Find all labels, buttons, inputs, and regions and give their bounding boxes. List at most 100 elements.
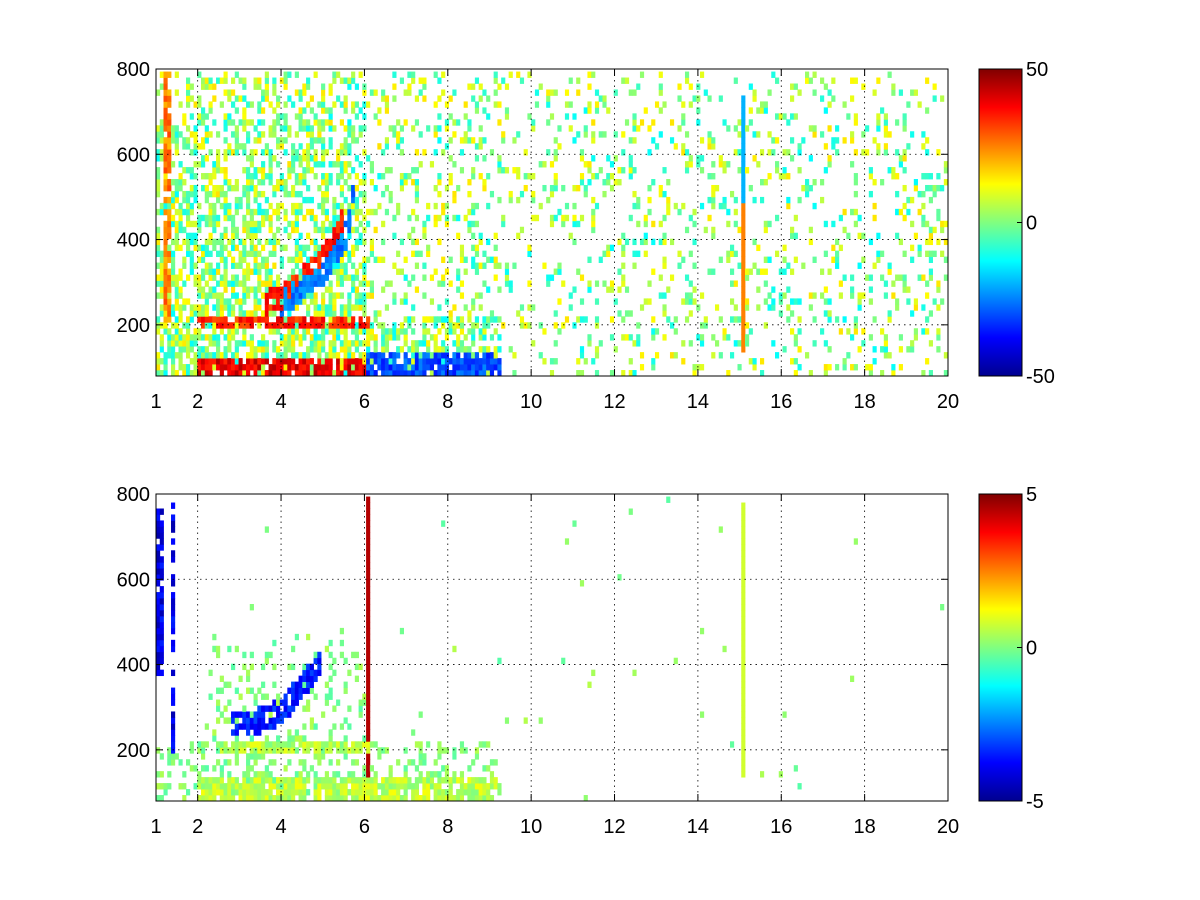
heatmap-cell xyxy=(366,771,371,778)
heatmap-cell xyxy=(463,334,468,341)
heatmap-cell xyxy=(467,346,472,353)
heatmap-cell xyxy=(354,364,359,371)
heatmap-cell xyxy=(204,244,209,252)
heatmap-cell xyxy=(291,292,296,299)
heatmap-cell xyxy=(223,125,228,132)
heatmap-cell xyxy=(264,352,269,359)
heatmap-cell xyxy=(688,83,693,90)
heatmap-cell xyxy=(272,298,277,305)
heatmap-cell xyxy=(328,250,333,258)
heatmap-cell xyxy=(707,196,712,204)
heatmap-cell xyxy=(823,107,828,114)
heatmap-cell xyxy=(204,789,209,796)
heatmap-cell xyxy=(257,723,262,730)
heatmap-cell xyxy=(898,274,903,281)
heatmap-cell xyxy=(467,179,472,186)
heatmap-cell xyxy=(741,574,746,581)
heatmap-cell xyxy=(287,346,292,353)
heatmap-cell xyxy=(171,598,176,605)
heatmap-cell xyxy=(298,687,303,694)
heatmap-cell xyxy=(928,196,933,204)
heatmap-cell xyxy=(321,137,326,144)
heatmap-cell xyxy=(178,759,183,766)
heatmap-cell xyxy=(707,214,712,222)
heatmap-cell xyxy=(917,244,922,252)
heatmap-cell xyxy=(159,137,164,144)
heatmap-cell xyxy=(857,298,862,305)
heatmap-cell xyxy=(647,184,652,192)
heatmap-cell xyxy=(902,125,907,132)
heatmap-cell xyxy=(204,173,209,180)
heatmap-cell xyxy=(163,125,168,132)
heatmap-cell xyxy=(204,346,209,353)
heatmap-cell xyxy=(261,358,266,365)
heatmap-cell xyxy=(264,651,269,659)
heatmap-cell xyxy=(261,723,266,730)
heatmap-cell xyxy=(384,208,389,216)
heatmap-cell xyxy=(591,71,596,78)
heatmap-cell xyxy=(242,149,247,156)
heatmap-cell xyxy=(583,125,588,132)
x-tick-label: 16 xyxy=(770,391,792,413)
heatmap-cell xyxy=(741,693,746,700)
heatmap-cell xyxy=(358,131,363,138)
heatmap-cell xyxy=(602,131,607,138)
heatmap-cell xyxy=(741,190,746,198)
bottom-heatmap-x-ticks: 1 2 4 6 8 10 12 14 16 18 20 xyxy=(150,494,959,838)
heatmap-cell xyxy=(231,352,236,359)
heatmap-cell xyxy=(309,196,314,204)
heatmap-cell xyxy=(324,179,329,186)
heatmap-cell xyxy=(444,125,450,132)
heatmap-cell xyxy=(324,693,329,700)
heatmap-cell xyxy=(441,149,446,156)
heatmap-cell xyxy=(396,119,401,126)
heatmap-cell xyxy=(827,364,832,371)
heatmap-cell xyxy=(392,789,397,796)
heatmap-cell xyxy=(482,89,487,96)
heatmap-cell xyxy=(317,669,322,677)
heatmap-cell xyxy=(358,280,363,287)
heatmap-cell xyxy=(456,322,461,329)
heatmap-cell xyxy=(471,137,476,144)
heatmap-cell xyxy=(328,173,333,180)
heatmap-cell xyxy=(835,137,840,144)
heatmap-cell xyxy=(182,167,187,174)
heatmap-cell xyxy=(343,268,348,275)
heatmap-cell xyxy=(426,340,431,347)
heatmap-cell xyxy=(523,322,528,329)
heatmap-cell xyxy=(197,370,202,377)
x-tick-label: 6 xyxy=(359,391,370,413)
heatmap-cell xyxy=(609,244,615,252)
heatmap-cell xyxy=(223,262,228,269)
heatmap-cell xyxy=(808,304,813,311)
heatmap-cell xyxy=(231,729,236,736)
heatmap-cell xyxy=(268,149,273,156)
heatmap-cell xyxy=(482,783,487,790)
heatmap-cell xyxy=(339,783,344,790)
heatmap-cell xyxy=(429,352,435,359)
heatmap-cell xyxy=(448,370,453,377)
heatmap-cell xyxy=(568,125,573,132)
heatmap-cell xyxy=(171,125,176,132)
heatmap-cell xyxy=(272,370,277,377)
heatmap-cell xyxy=(842,208,847,216)
heatmap-cell xyxy=(643,214,648,222)
heatmap-cell xyxy=(321,208,326,216)
heatmap-cell xyxy=(231,328,236,335)
heatmap-cell xyxy=(171,621,176,629)
heatmap-cell xyxy=(669,322,675,329)
heatmap-cell xyxy=(163,71,168,78)
heatmap-cell xyxy=(249,286,254,293)
heatmap-cell xyxy=(257,286,262,293)
heatmap-cell xyxy=(564,202,570,210)
heatmap-cell xyxy=(444,268,450,275)
heatmap-cell xyxy=(212,173,217,180)
heatmap-cell xyxy=(482,789,487,796)
heatmap-cell xyxy=(302,316,307,323)
heatmap-cell xyxy=(298,274,303,281)
heatmap-cell xyxy=(317,340,322,347)
heatmap-cell xyxy=(306,184,311,192)
heatmap-cell xyxy=(823,286,828,293)
heatmap-cell xyxy=(201,334,206,341)
heatmap-cell xyxy=(512,167,517,174)
